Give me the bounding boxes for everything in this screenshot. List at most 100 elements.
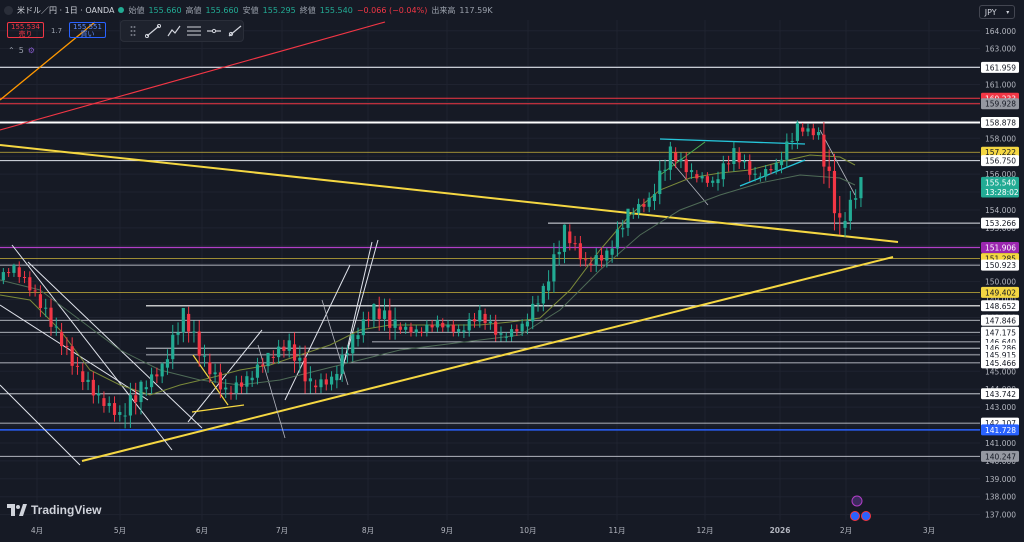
buy-button[interactable]: 155.551 買い	[69, 22, 106, 38]
candle-body	[488, 321, 492, 324]
time-tick-label: 12月	[696, 526, 713, 535]
brand-name: TradingView	[31, 503, 102, 517]
price-label-box	[981, 326, 1019, 338]
price-label-box	[981, 300, 1019, 312]
candle-body	[419, 331, 424, 333]
candle-body	[187, 313, 191, 332]
candle-body	[59, 331, 64, 347]
candle-body	[250, 377, 254, 381]
price-label-white: 145.466	[981, 357, 1019, 369]
price-label-text: 142.107	[985, 419, 1016, 428]
price-label-text: 150.923	[985, 261, 1016, 270]
candle-body	[610, 248, 614, 255]
candle-body	[615, 229, 620, 249]
buy-label: 買い	[80, 30, 95, 38]
indicator-settings-icon[interactable]: ⚙	[27, 46, 35, 55]
moving-average-line	[0, 154, 856, 396]
candle-body	[112, 403, 117, 415]
candle-body	[277, 346, 281, 358]
price-label-white: 148.652	[981, 300, 1019, 312]
candle-body	[441, 322, 445, 328]
price-label-text: 153.266	[985, 219, 1016, 228]
price-label-box	[981, 117, 1019, 129]
price-tick-label: 163.000	[985, 45, 1016, 54]
candle-body	[149, 374, 154, 388]
candle-body	[314, 385, 318, 388]
candle-body	[261, 364, 265, 367]
candle-body	[329, 376, 334, 385]
price-label-white: 161.959	[981, 61, 1019, 73]
price-label-text: 141.728	[985, 426, 1016, 435]
candle-body	[134, 395, 138, 403]
red-trendline	[0, 21, 386, 131]
change-value: −0.066 (−0.04%)	[356, 5, 428, 15]
candle-body	[478, 310, 482, 322]
candle-body	[769, 169, 773, 171]
candle-body	[192, 331, 196, 333]
symbol-title[interactable]: 米ドル／円 · 1日 · OANDA	[17, 5, 115, 15]
candle-body	[504, 336, 508, 338]
price-label-text: 159.928	[985, 100, 1016, 109]
ray-tool-icon[interactable]	[227, 23, 243, 39]
candle-body	[398, 326, 402, 330]
yellow-support-trendline	[81, 256, 894, 462]
price-label-white: 158.878	[981, 117, 1019, 129]
candle-body	[287, 340, 291, 351]
price-label-text: 158.878	[985, 119, 1016, 128]
candle-body	[340, 354, 344, 374]
time-axis: 4月 5月 6月 7月 8月 9月 10月 11月 12月 2026 2月 3月	[31, 526, 935, 535]
candle-body	[345, 353, 350, 355]
candle-body	[38, 294, 42, 309]
candle-body	[118, 412, 122, 415]
time-tick-label: 6月	[196, 526, 208, 535]
price-label-current: 13:28:02	[981, 186, 1019, 198]
time-tick-label: 10月	[519, 526, 536, 535]
candle-body	[435, 320, 440, 328]
price-label-gray: 159.928	[981, 98, 1019, 110]
candle-body	[44, 307, 48, 309]
time-tick-label: 8月	[362, 526, 374, 535]
close-label: 終値	[299, 5, 316, 15]
volume-label: 出来高	[431, 5, 456, 15]
price-label-box	[981, 146, 1019, 158]
trendline-tool-icon[interactable]	[145, 23, 162, 39]
candle-body	[335, 373, 339, 381]
symbol-logo-icon	[4, 5, 13, 15]
white-down-line-3	[819, 129, 856, 196]
event-markers	[850, 495, 871, 521]
candle-body	[139, 381, 143, 403]
price-tick-label: 158.000	[985, 134, 1016, 143]
price-label-text: 145.915	[985, 351, 1016, 360]
brush-tool-icon[interactable]	[166, 23, 182, 39]
sell-button[interactable]: 155.534 売り	[7, 22, 44, 38]
price-label-box	[981, 314, 1019, 326]
horizontal-line-tool-icon[interactable]	[206, 23, 222, 39]
price-tick-label: 139.000	[985, 475, 1016, 484]
candle-body	[224, 387, 228, 390]
candle-body	[28, 277, 32, 291]
price-label-white: 147.175	[981, 326, 1019, 338]
price-label-box	[981, 217, 1019, 229]
flag-icon	[850, 511, 860, 521]
candle-body	[748, 161, 752, 175]
fib-tool-icon[interactable]	[186, 23, 202, 39]
candle-body	[647, 197, 651, 207]
time-tick-label: 5月	[114, 526, 126, 535]
currency-select[interactable]: JPY ▾	[979, 5, 1015, 19]
candle-body	[562, 224, 567, 252]
time-tick-label: 2026	[770, 526, 791, 535]
white-channel-line-2	[11, 244, 173, 451]
candle-body	[658, 170, 662, 195]
indicators-toggle[interactable]: ⌃ 5 ⚙	[8, 46, 35, 55]
candle-body	[785, 141, 789, 160]
candle-body	[605, 250, 609, 261]
candle-body	[594, 255, 598, 265]
candle-body	[631, 213, 635, 215]
price-label-white: 150.923	[981, 259, 1019, 271]
flag-icon-2	[861, 511, 871, 521]
candle-body	[737, 152, 741, 163]
candle-body	[271, 356, 275, 358]
drag-handle-icon[interactable]	[125, 23, 141, 39]
candle-body	[218, 372, 222, 390]
